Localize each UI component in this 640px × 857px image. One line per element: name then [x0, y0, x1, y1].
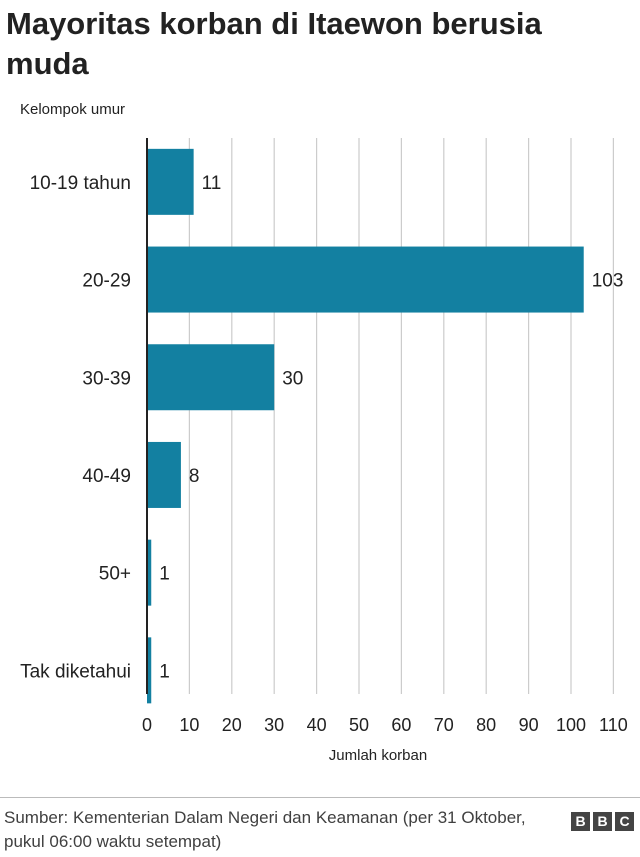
x-tick-label: 110 [599, 715, 628, 735]
bar [147, 441, 181, 508]
data-label: 1 [159, 661, 170, 682]
x-tick-label: 80 [476, 715, 496, 735]
logo-letter: C [615, 812, 634, 831]
source-note: Sumber: Kementerian Dalam Negeri dan Kea… [4, 808, 526, 851]
logo-letter: B [593, 812, 612, 831]
category-label: 20-29 [82, 271, 131, 292]
gridlines [188, 138, 615, 694]
data-label: 8 [189, 466, 200, 487]
x-tick-labels: 0 10 20 30 40 50 60 70 80 90 100 110 [142, 715, 628, 735]
x-tick-label: 70 [434, 715, 454, 735]
category-label: 10-19 tahun [30, 173, 131, 194]
x-tick-label: 10 [179, 715, 199, 735]
bar [147, 148, 194, 215]
bar [147, 246, 584, 313]
data-label: 1 [159, 564, 170, 585]
bar [147, 637, 152, 704]
category-label: 50+ [99, 564, 131, 585]
x-axis-title: Jumlah korban [328, 747, 428, 764]
bar-chart: 10-19 tahun 20-29 30-39 40-49 50+ Tak diketah… [20, 138, 628, 735]
x-tick-label: 20 [222, 715, 242, 735]
x-tick-label: 30 [264, 715, 284, 735]
x-tick-label: 90 [519, 715, 539, 735]
category-label: Tak diketahui [20, 661, 131, 682]
x-tick-label: 50 [349, 715, 369, 735]
x-tick-label: 40 [307, 715, 327, 735]
bars [147, 148, 584, 704]
chart-title: Mayoritas korban di Itaewon berusia muda [6, 6, 542, 81]
category-label: 30-39 [82, 368, 131, 389]
bbc-logo: B B C [571, 812, 634, 831]
data-label: 30 [282, 368, 303, 389]
bar [147, 344, 275, 411]
footer-divider [0, 797, 640, 798]
category-label: 40-49 [82, 466, 131, 487]
data-label: 103 [592, 271, 624, 292]
category-labels: 10-19 tahun 20-29 30-39 40-49 50+ Tak diketah… [20, 173, 131, 682]
x-tick-label: 0 [142, 715, 152, 735]
y-axis-title: Kelompok umur [20, 101, 126, 118]
x-tick-label: 100 [556, 715, 586, 735]
x-tick-label: 60 [391, 715, 411, 735]
data-label: 11 [202, 173, 222, 194]
logo-letter: B [571, 812, 590, 831]
bar [147, 539, 152, 606]
